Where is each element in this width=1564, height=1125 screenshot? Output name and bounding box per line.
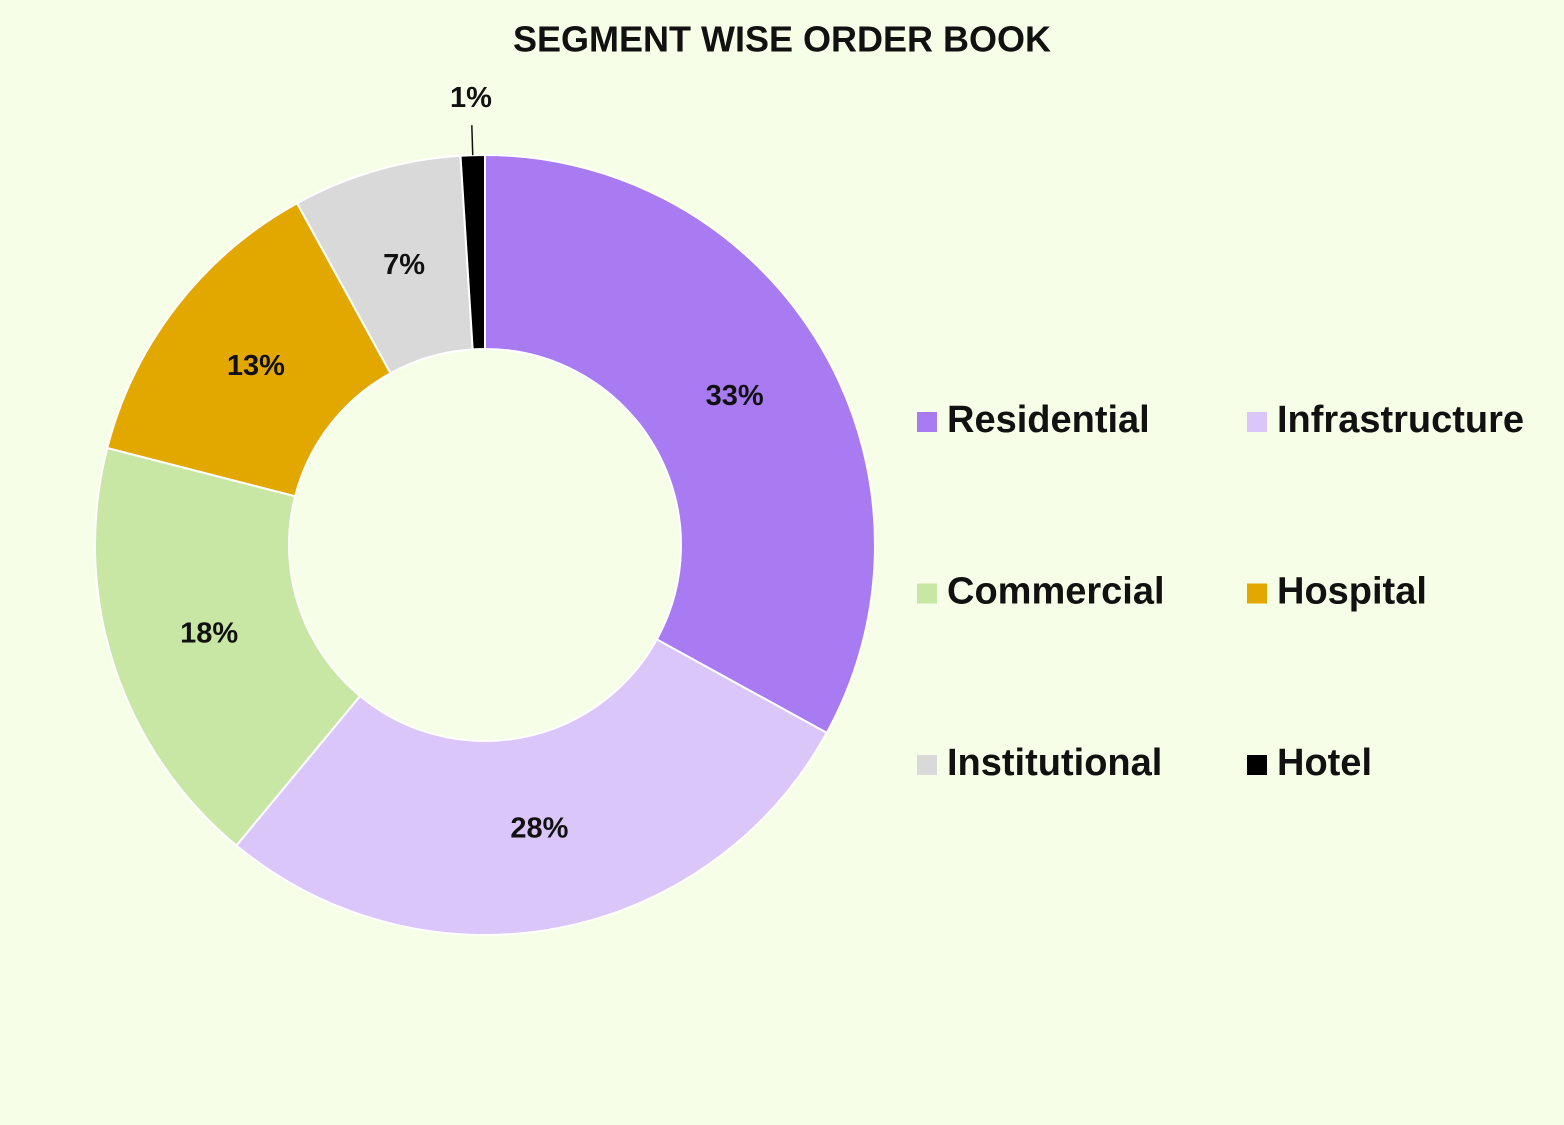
donut-slice bbox=[484, 153, 876, 735]
data-label: 13% bbox=[227, 350, 285, 382]
legend-label: Infrastructure bbox=[1277, 399, 1524, 441]
data-label: 18% bbox=[180, 617, 238, 649]
donut-slice bbox=[94, 446, 362, 847]
legend-swatch bbox=[1247, 755, 1267, 775]
leader-line bbox=[471, 125, 474, 156]
legend-swatch bbox=[917, 755, 937, 775]
data-label: 1% bbox=[450, 82, 492, 114]
data-label: 28% bbox=[510, 813, 568, 845]
legend-label: Hotel bbox=[1277, 742, 1372, 784]
legend-label: Commercial bbox=[947, 571, 1165, 613]
donut-slice bbox=[459, 153, 486, 351]
data-label: 33% bbox=[706, 380, 764, 412]
donut-slice bbox=[106, 201, 392, 498]
legend-label: Institutional bbox=[947, 742, 1162, 784]
legend-swatch bbox=[1247, 412, 1267, 432]
legend-swatch bbox=[917, 583, 937, 604]
legend-swatch bbox=[917, 412, 937, 432]
data-label: 7% bbox=[383, 249, 425, 281]
donut-slice bbox=[234, 638, 829, 936]
legend-label: Hospital bbox=[1277, 571, 1427, 613]
legend-label: Residential bbox=[947, 399, 1150, 441]
legend-swatch bbox=[1247, 583, 1267, 604]
chart-title: SEGMENT WISE ORDER BOOK bbox=[513, 19, 1051, 60]
